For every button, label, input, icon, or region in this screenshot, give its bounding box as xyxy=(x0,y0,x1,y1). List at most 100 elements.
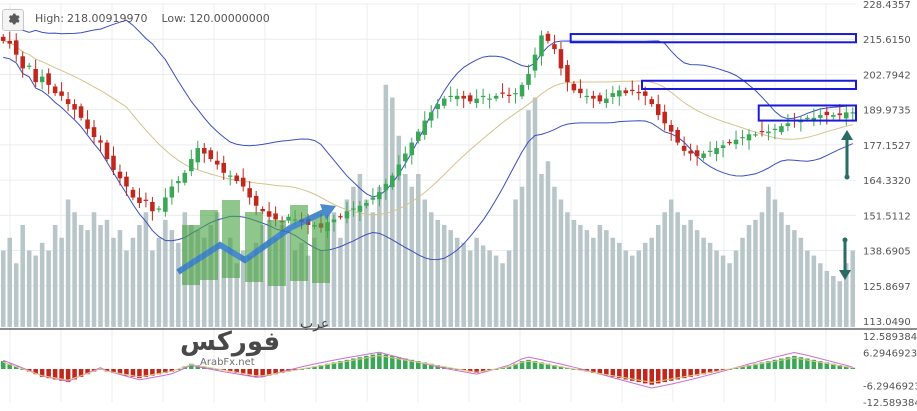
oscillator-bar xyxy=(811,359,817,369)
candle-body xyxy=(785,123,791,127)
candle-body xyxy=(435,104,440,110)
settings-button[interactable] xyxy=(2,9,24,31)
oscillator-bar xyxy=(532,361,538,369)
volume-bar xyxy=(759,212,765,327)
candle-body xyxy=(98,140,103,143)
candle-body xyxy=(740,137,745,139)
resistance-zone xyxy=(757,104,858,122)
volume-bar xyxy=(416,174,421,327)
oscillator-bar xyxy=(403,358,408,369)
oscillator-bar xyxy=(247,369,252,376)
candle-body xyxy=(117,171,123,179)
oscillator-bar xyxy=(163,369,168,373)
volume-bar xyxy=(779,212,784,327)
candle-body xyxy=(766,131,771,134)
candle-body xyxy=(604,98,609,104)
oscillator-bar xyxy=(642,369,648,384)
candle-body xyxy=(578,88,583,94)
volume-bar xyxy=(448,230,453,327)
volume-bar xyxy=(156,237,162,327)
oscillator-bar xyxy=(0,361,6,369)
volume-bar xyxy=(571,219,577,327)
candle-body xyxy=(681,145,687,151)
volume-bar xyxy=(409,186,415,327)
oscillator-bar xyxy=(824,362,830,369)
oscillator-bar xyxy=(124,369,129,376)
candle-body xyxy=(156,208,162,210)
oscillator-bar xyxy=(331,362,337,369)
oscillator-bar xyxy=(338,361,343,369)
volume-bar xyxy=(351,186,356,327)
candle-body xyxy=(260,209,265,212)
signal-arrows xyxy=(839,130,853,280)
oscillator-tick-label: 6.29469231 xyxy=(863,349,917,360)
price-tick-label: 228.4357 xyxy=(863,0,911,11)
volume-bar xyxy=(818,263,823,327)
logo-bar xyxy=(245,212,263,282)
volume-bar xyxy=(33,255,38,327)
volume-bar xyxy=(227,237,233,327)
candle-body xyxy=(26,65,32,67)
low-label: Low: xyxy=(161,12,187,25)
candle-body xyxy=(78,106,84,118)
candle-body xyxy=(558,49,564,69)
candle-body xyxy=(591,95,596,99)
oscillator-bar xyxy=(78,369,84,377)
volume-bar xyxy=(772,199,778,327)
volume-bar xyxy=(844,263,849,327)
volume-bar xyxy=(202,237,207,327)
candle-body xyxy=(493,95,499,99)
oscillator-bar xyxy=(7,363,12,369)
volume-bar xyxy=(111,237,116,327)
candle-body xyxy=(208,150,214,160)
candle-body xyxy=(13,40,19,55)
oscillator-bar xyxy=(526,359,531,369)
volume-bar xyxy=(240,250,246,327)
candle-body xyxy=(247,188,252,198)
candle-body xyxy=(474,98,479,104)
volume-bar xyxy=(714,250,719,327)
volume-bar xyxy=(617,242,622,327)
oscillator-bar xyxy=(552,365,557,369)
volume-bar xyxy=(454,237,460,327)
candle-body xyxy=(668,124,674,132)
candle-body xyxy=(370,197,376,200)
candle-body xyxy=(85,119,90,129)
logo-bar xyxy=(290,205,308,281)
candle-body xyxy=(818,115,823,118)
volume-bar xyxy=(163,219,168,327)
volume-bar xyxy=(798,237,804,327)
candle-body xyxy=(454,95,460,100)
price-tick-label: 164.3320 xyxy=(863,176,911,187)
candle-body xyxy=(227,175,233,177)
volume-bar xyxy=(519,186,525,327)
volume-bar xyxy=(299,242,304,327)
volume-bar xyxy=(383,84,389,327)
volume-bar xyxy=(39,242,45,327)
oscillator-bar xyxy=(805,358,810,369)
oscillator-bar xyxy=(344,359,350,369)
candle-body xyxy=(176,181,181,184)
candle-body xyxy=(377,192,382,200)
resistance-zones xyxy=(569,33,858,122)
oscillator-bar xyxy=(759,362,765,369)
price-tick-label: 138.6905 xyxy=(863,247,911,258)
low-value: 120.00000000 xyxy=(189,12,270,25)
candle-body xyxy=(130,189,136,198)
candle-body xyxy=(169,186,175,198)
volume-bar xyxy=(234,263,239,327)
oscillator-bar xyxy=(72,369,77,380)
candle-body xyxy=(364,203,369,206)
oscillator-bar xyxy=(266,369,272,376)
oscillator-bar xyxy=(150,369,155,376)
down-arrow-icon xyxy=(839,237,851,280)
volume-bar xyxy=(176,242,181,327)
candle-body xyxy=(441,98,447,106)
candle-body xyxy=(610,93,616,97)
oscillator-bar xyxy=(234,369,239,373)
volume-bar xyxy=(0,250,6,327)
candle-body xyxy=(150,201,155,212)
